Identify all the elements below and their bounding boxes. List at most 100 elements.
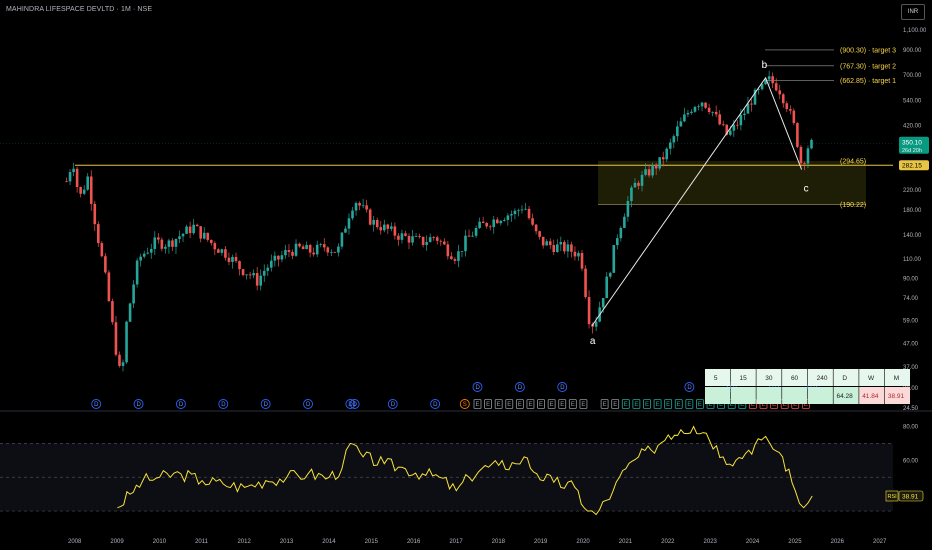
dividend-marker	[345, 399, 356, 409]
candle-body	[298, 243, 301, 247]
candle-body	[478, 221, 481, 229]
time-axis-tick: 2020	[576, 539, 590, 545]
candle-body	[382, 224, 386, 231]
candle-body	[446, 244, 450, 257]
earnings-marker-label: E	[783, 402, 787, 408]
candle-body	[354, 202, 358, 211]
earnings-marker	[674, 399, 683, 409]
candle-body	[654, 164, 658, 169]
table-value-text: 41.84	[862, 393, 879, 400]
table-header-cell	[884, 369, 910, 386]
candle-body	[806, 148, 810, 164]
candle-body	[679, 121, 683, 127]
earnings-marker-label: E	[761, 402, 765, 408]
earnings-marker-label: E	[624, 402, 628, 408]
price-axis-tick: 110.00	[903, 257, 922, 263]
candle-body	[372, 219, 375, 225]
price-axis-tick: 59.00	[903, 319, 919, 325]
candle-body	[312, 252, 315, 255]
table-header-cell	[782, 369, 808, 386]
candle-body	[661, 157, 665, 160]
time-axis-tick: 2017	[449, 539, 463, 545]
candle-body	[644, 169, 647, 175]
earnings-marker	[526, 399, 535, 409]
price-axis-tick: 420.00	[903, 124, 922, 130]
time-axis-tick: 2024	[746, 539, 760, 545]
candle-body	[238, 261, 241, 270]
candle-body	[266, 267, 270, 271]
candle-body	[65, 181, 68, 183]
candle-body	[485, 222, 488, 227]
candle-body	[72, 168, 75, 173]
dividend-marker-label: D	[137, 402, 142, 408]
candle-body	[555, 244, 559, 253]
candle-body	[397, 235, 400, 240]
candle-body	[86, 176, 90, 190]
candle-body	[789, 109, 792, 111]
candle-body	[185, 226, 188, 234]
price-axis-tick: 1,100.00	[903, 28, 927, 34]
candle-body	[626, 200, 630, 217]
candle-body	[760, 84, 764, 90]
earnings-marker	[643, 399, 651, 409]
candle-body	[192, 224, 195, 234]
time-axis-tick: 2013	[280, 539, 294, 545]
currency-button[interactable]: INR	[901, 4, 925, 20]
price-axis-tick: 90.00	[903, 277, 919, 283]
earnings-marker	[558, 399, 567, 409]
dividend-marker-label: D	[94, 402, 99, 408]
earnings-marker	[494, 399, 503, 409]
candle-body	[407, 235, 411, 243]
candle-body	[82, 189, 86, 194]
table-header-cell	[807, 369, 833, 386]
candle-body	[711, 111, 714, 113]
earnings-marker-label: E	[476, 402, 480, 408]
candle-body	[601, 298, 605, 308]
table-header-cell	[730, 369, 756, 386]
candle-body	[224, 249, 227, 258]
earnings-marker	[473, 399, 482, 409]
candle-body	[728, 130, 732, 135]
candle-body	[736, 124, 739, 126]
candle-body	[245, 274, 248, 276]
dividend-marker	[303, 399, 313, 409]
split-marker	[459, 399, 470, 409]
candle-body	[503, 219, 506, 221]
candle-body	[460, 251, 464, 252]
candle-body	[337, 246, 340, 253]
candle-body	[294, 243, 298, 256]
dividend-marker	[430, 399, 441, 409]
candle-body	[209, 239, 213, 244]
candle-body	[721, 124, 725, 126]
table-value-cell	[859, 387, 885, 404]
candle-body	[658, 157, 661, 169]
candle-body	[683, 114, 686, 122]
table-header-text: M	[894, 375, 899, 382]
candle-body	[270, 260, 273, 268]
table-value-cell	[833, 387, 859, 404]
candle-body	[111, 301, 114, 323]
candle-body	[319, 244, 323, 245]
candle-body	[541, 236, 545, 246]
candle-body	[467, 235, 471, 237]
candle-body	[707, 107, 711, 113]
candle-body	[79, 187, 82, 194]
candle-body	[142, 253, 146, 257]
candle-body	[714, 111, 718, 115]
rsi-line	[117, 425, 813, 516]
candle-body	[425, 242, 428, 245]
candle-body	[743, 113, 746, 115]
candle-body	[386, 224, 390, 229]
earnings-marker-label: E	[571, 402, 575, 408]
candle-body	[513, 210, 517, 215]
candle-body	[135, 260, 139, 285]
candle-body	[774, 83, 778, 91]
price-axis-tick: 74.00	[903, 296, 919, 302]
earnings-marker-label: E	[613, 402, 617, 408]
candle-body	[517, 210, 520, 212]
earnings-marker-label: E	[528, 402, 532, 408]
candle-body	[767, 76, 771, 80]
price-axis-tick: 47.00	[903, 341, 919, 347]
price-axis-tick: 24.50	[903, 406, 919, 412]
